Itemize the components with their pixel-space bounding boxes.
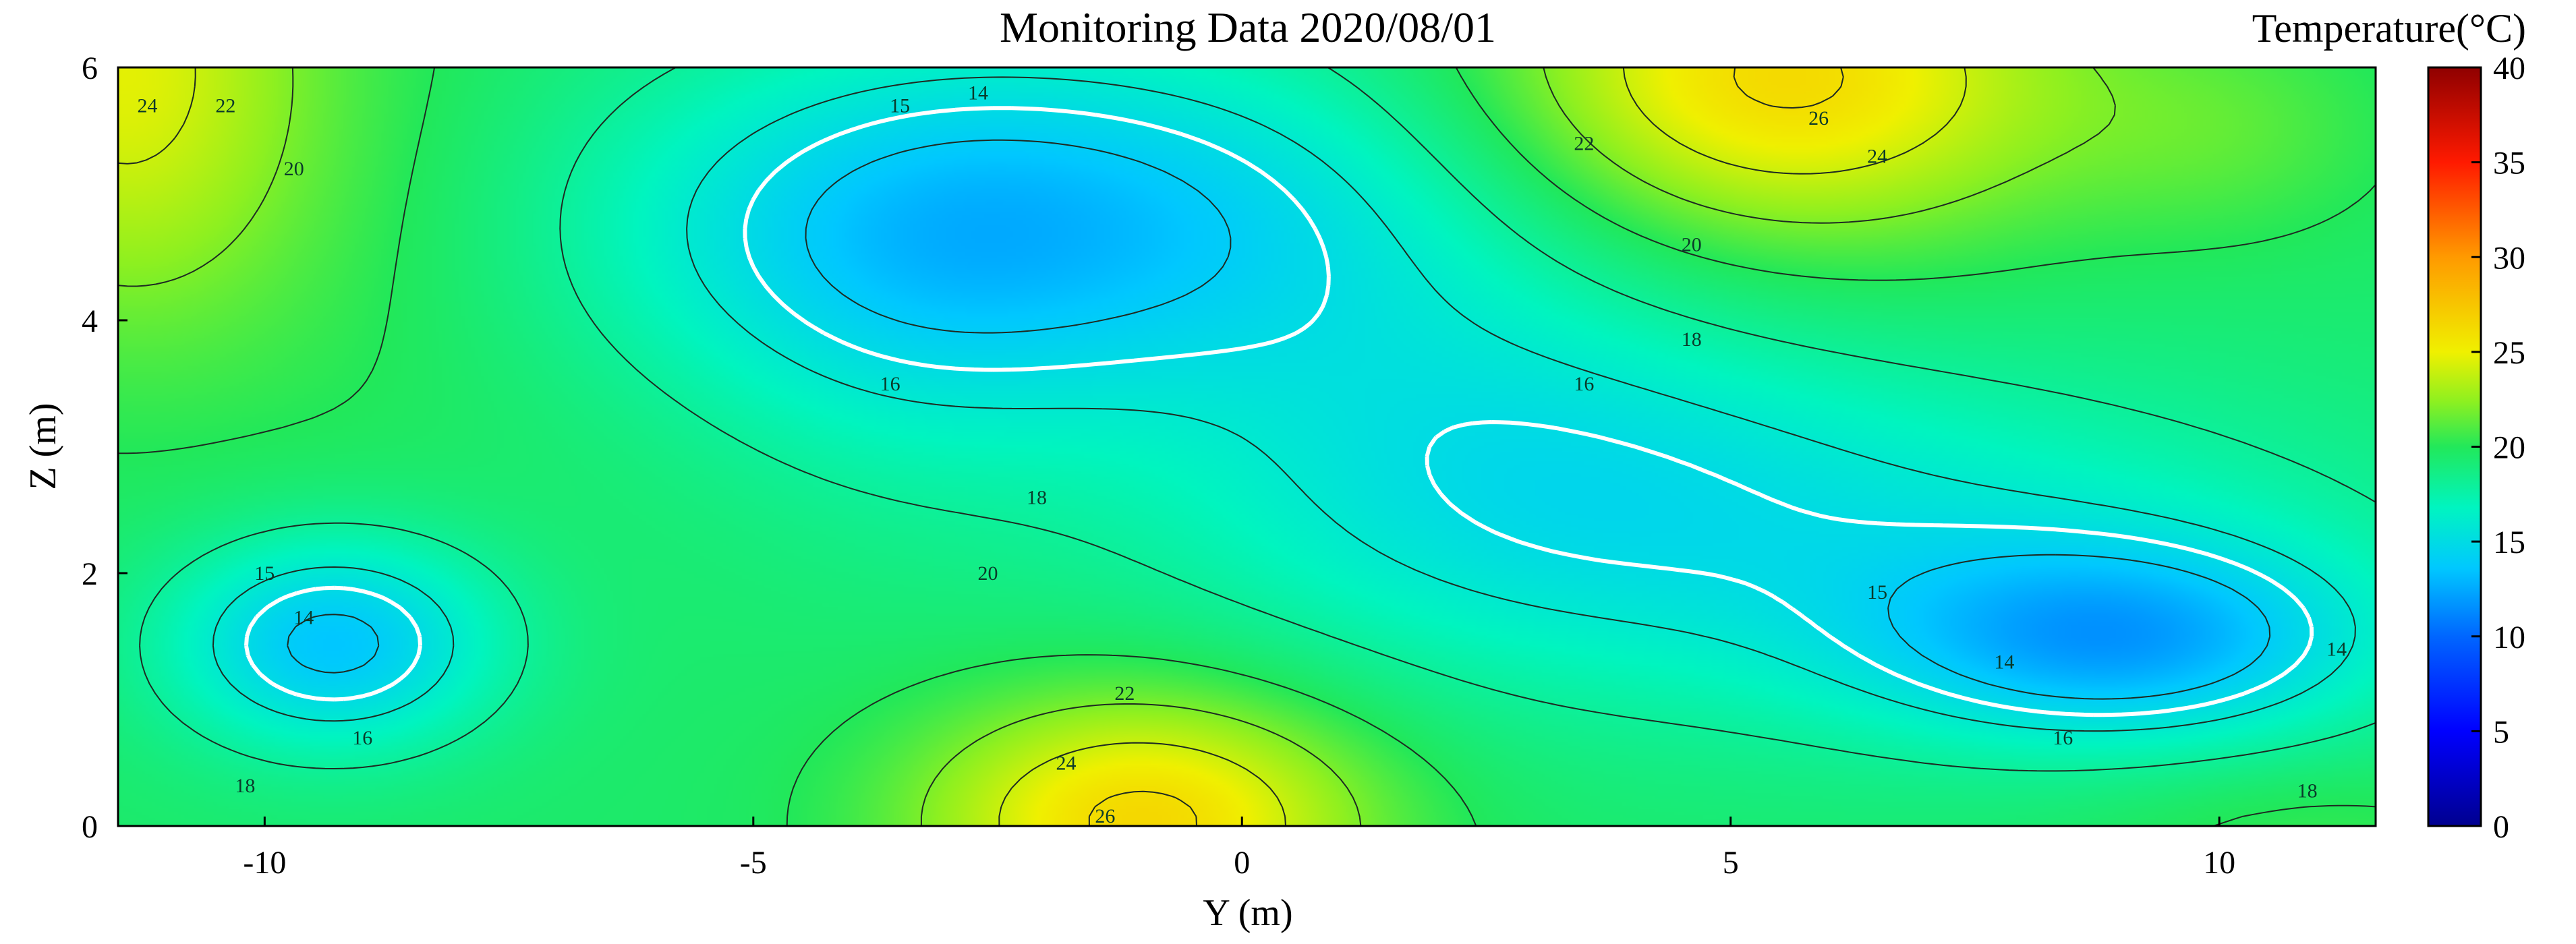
contour-line-24 <box>118 67 1967 826</box>
contour-label: 18 <box>2297 780 2318 802</box>
contour-label: 22 <box>215 94 235 117</box>
y-tick-label: 4 <box>82 303 98 339</box>
contour-label: 20 <box>978 562 998 585</box>
contour-lines <box>118 67 2376 826</box>
contour-label: 22 <box>1114 682 1135 705</box>
x-tick-label: 0 <box>1234 845 1250 881</box>
contour-label: 16 <box>880 373 900 395</box>
colorbar-tick-label: 40 <box>2493 51 2525 86</box>
contour-line-26 <box>1088 67 1844 826</box>
contour-label: 26 <box>1095 805 1115 827</box>
x-tick-label: 5 <box>1723 845 1739 881</box>
colorbar-tick-label: 10 <box>2493 620 2525 655</box>
contour-label: 14 <box>293 607 314 629</box>
x-tick-label: -5 <box>740 845 767 881</box>
colorbar-tick-label: 15 <box>2493 525 2525 560</box>
contour-label: 18 <box>1027 487 1047 509</box>
contour-label: 14 <box>2326 639 2347 661</box>
contour-label: 24 <box>1867 145 1887 167</box>
contour-label: 14 <box>1994 651 2014 673</box>
colorbar-label: Temperature(°C) <box>2252 6 2526 51</box>
y-tick-label: 0 <box>82 809 98 845</box>
contour-label: 18 <box>1682 328 1702 351</box>
contour-line-18 <box>139 67 2376 772</box>
y-axis: 0 2 4 6 <box>82 51 127 845</box>
colorbar-tick-label: 35 <box>2493 146 2525 181</box>
colorbar-tick-label: 30 <box>2493 240 2525 276</box>
contour-label: 24 <box>1056 752 1077 774</box>
contour-label: 16 <box>352 727 372 749</box>
contour-label: 16 <box>1574 373 1594 395</box>
contour-label: 26 <box>1808 107 1829 129</box>
colorbar-tick-label: 5 <box>2493 714 2509 750</box>
plot-frame <box>117 66 2377 827</box>
contour-label: 24 <box>138 94 158 117</box>
x-tick-label: -10 <box>243 845 286 881</box>
contour-line-15 <box>244 106 2314 717</box>
x-axis: -10 -5 0 5 10 <box>243 817 2235 881</box>
contour-label: 22 <box>1574 133 1594 155</box>
contour-line-14 <box>287 139 2271 700</box>
contour-label: 16 <box>2053 727 2073 749</box>
contour-label: 20 <box>1682 234 1702 256</box>
contour-label: 15 <box>890 94 910 117</box>
contour-label: 15 <box>1867 581 1887 603</box>
colorbar-tick-label: 25 <box>2493 335 2525 371</box>
x-tick-label: 10 <box>2203 845 2235 881</box>
y-axis-label: Z (m) <box>22 403 64 490</box>
contour-line-22 <box>118 67 2116 826</box>
contour-labels: 24 22 20 15 14 16 18 20 15 14 16 18 22 24 26 26 24 22 20 18… <box>138 82 2347 828</box>
colorbar-ticks: 0 5 10 15 20 25 30 35 40 <box>2471 51 2525 845</box>
contour-line-20 <box>118 67 2376 826</box>
contour-line-16 <box>212 76 2356 732</box>
chart-title: Monitoring Data 2020/08/01 <box>1000 3 1496 51</box>
contour-label: 14 <box>968 82 988 105</box>
colorbar-tick-label: 0 <box>2493 809 2509 845</box>
contour-label: 15 <box>254 562 275 585</box>
y-tick-label: 2 <box>82 556 98 592</box>
contour-label: 18 <box>235 775 255 797</box>
temperature-field <box>118 67 2376 826</box>
y-tick-label: 6 <box>82 51 98 86</box>
contour-label: 20 <box>284 158 304 180</box>
colorbar-tick-label: 20 <box>2493 430 2525 466</box>
x-axis-label: Y (m) <box>1203 892 1292 934</box>
